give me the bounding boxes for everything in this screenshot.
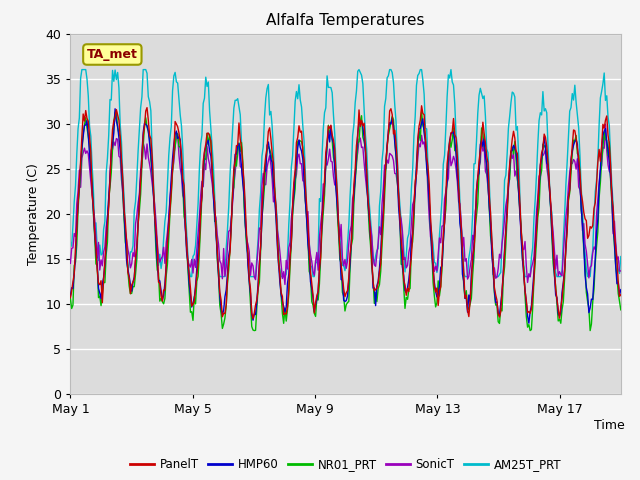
Text: TA_met: TA_met — [87, 48, 138, 61]
Title: Alfalfa Temperatures: Alfalfa Temperatures — [266, 13, 425, 28]
Legend: PanelT, HMP60, NR01_PRT, SonicT, AM25T_PRT: PanelT, HMP60, NR01_PRT, SonicT, AM25T_P… — [125, 454, 566, 476]
Y-axis label: Temperature (C): Temperature (C) — [27, 163, 40, 264]
X-axis label: Time: Time — [595, 419, 625, 432]
